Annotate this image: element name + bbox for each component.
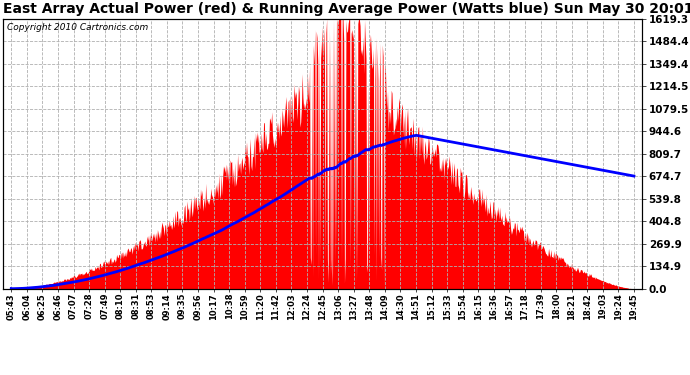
Text: Copyright 2010 Cartronics.com: Copyright 2010 Cartronics.com	[7, 23, 148, 32]
Text: East Array Actual Power (red) & Running Average Power (Watts blue) Sun May 30 20: East Array Actual Power (red) & Running …	[3, 2, 690, 16]
